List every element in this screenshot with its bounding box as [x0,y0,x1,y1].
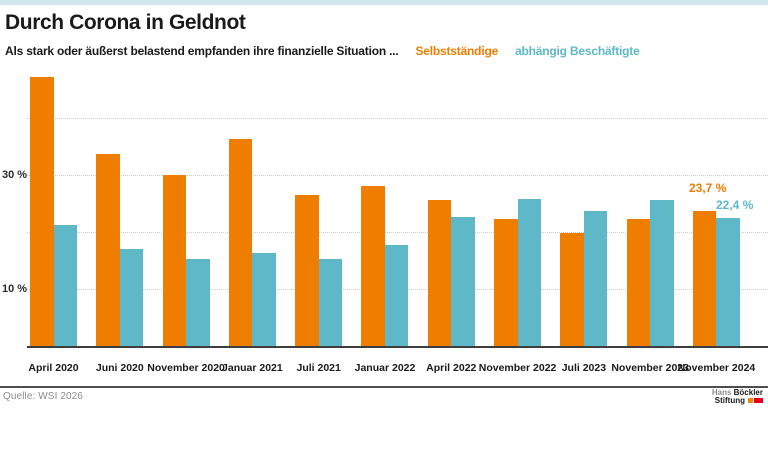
bar-group: Januar 2021 [222,0,283,374]
y-axis-tick-label: 30 % [2,169,28,181]
x-axis-label: Juni 2020 [95,362,144,374]
page-title: Durch Corona in Geldnot [5,11,246,34]
bar-group: November 2024 [678,0,755,374]
bar-beschaeftigte [451,216,475,346]
bar-group: April 2022 [426,0,476,374]
logo-line-1: Hans Böckler [711,388,763,397]
x-axis-label: Juli 2023 [561,362,607,374]
x-axis-label: Januar 2022 [354,362,416,374]
x-axis-label: November 2022 [478,362,557,374]
bar-beschaeftigte [716,218,740,346]
bar-selbststaendige [228,138,253,346]
bar-groups: April 2020 Juni 2020 November 2020 Januar 2… [28,0,755,374]
x-axis-label: April 2022 [426,362,477,374]
bar-selbststaendige [560,233,584,346]
legend-item-beschaeftigte: abhängig Beschäftigte [515,44,640,58]
x-axis-line [27,346,768,348]
x-axis-label: April 2020 [28,362,79,374]
bar-beschaeftigte [53,224,77,346]
bar-beschaeftigte [517,198,542,346]
x-axis-label: Juli 2021 [296,362,341,374]
chart-subtitle: Als stark oder äußerst belastend empfand… [5,44,399,58]
bar-selbststaendige [361,186,385,346]
bar-group: Juli 2023 [560,0,608,374]
bar-group: Januar 2022 [355,0,415,374]
bar-group: Juli 2021 [295,0,343,374]
bar-selbststaendige [30,76,54,346]
bar-beschaeftigte [318,258,343,346]
bar-selbststaendige [96,154,120,346]
y-axis-tick-label: 10 % [2,283,28,295]
bar-selbststaendige [692,210,717,346]
logo-line-2: Stiftung [712,397,763,405]
footer-divider [0,386,768,388]
x-axis-label: November 2020 [147,362,225,374]
bar-group: Juni 2020 [96,0,144,374]
bar-selbststaendige [494,218,518,346]
gridline-20 [27,232,768,233]
subtitle-row: Als stark oder äußerst belastend empfand… [5,44,764,58]
bar-beschaeftigte [252,252,276,346]
x-axis-label: November 2023 [611,362,689,374]
source-credit: Quelle: WSI 2026 [3,391,83,402]
top-accent-strip [0,0,768,5]
value-label: 23,7 % [689,181,727,195]
legend-item-selbststaendige: Selbstständige [415,44,499,58]
hans-boeckler-stiftung-logo: Hans Böckler Stiftung [712,389,763,405]
bar-group: November 2022 [479,0,556,374]
x-axis-label: Januar 2021 [222,362,283,374]
bar-selbststaendige [295,194,319,346]
value-label: 22,4 % [716,198,754,212]
bar-beschaeftigte [186,258,210,346]
logo-mark [748,397,763,405]
bar-group: November 2020 [147,0,225,374]
x-axis-label: November 2024 [677,362,756,374]
bar-beschaeftigte [119,248,144,346]
gridline-30 [27,175,768,176]
bar-selbststaendige [427,200,452,346]
bar-beschaeftigte [650,200,674,346]
bar-group: April 2020 [28,0,79,374]
bar-selbststaendige [626,219,651,346]
gridline-40 [27,118,768,119]
bar-beschaeftigte [583,210,608,346]
bar-selbststaendige [162,175,187,346]
bar-beschaeftigte [384,245,409,346]
bar-group: November 2023 [611,0,689,374]
